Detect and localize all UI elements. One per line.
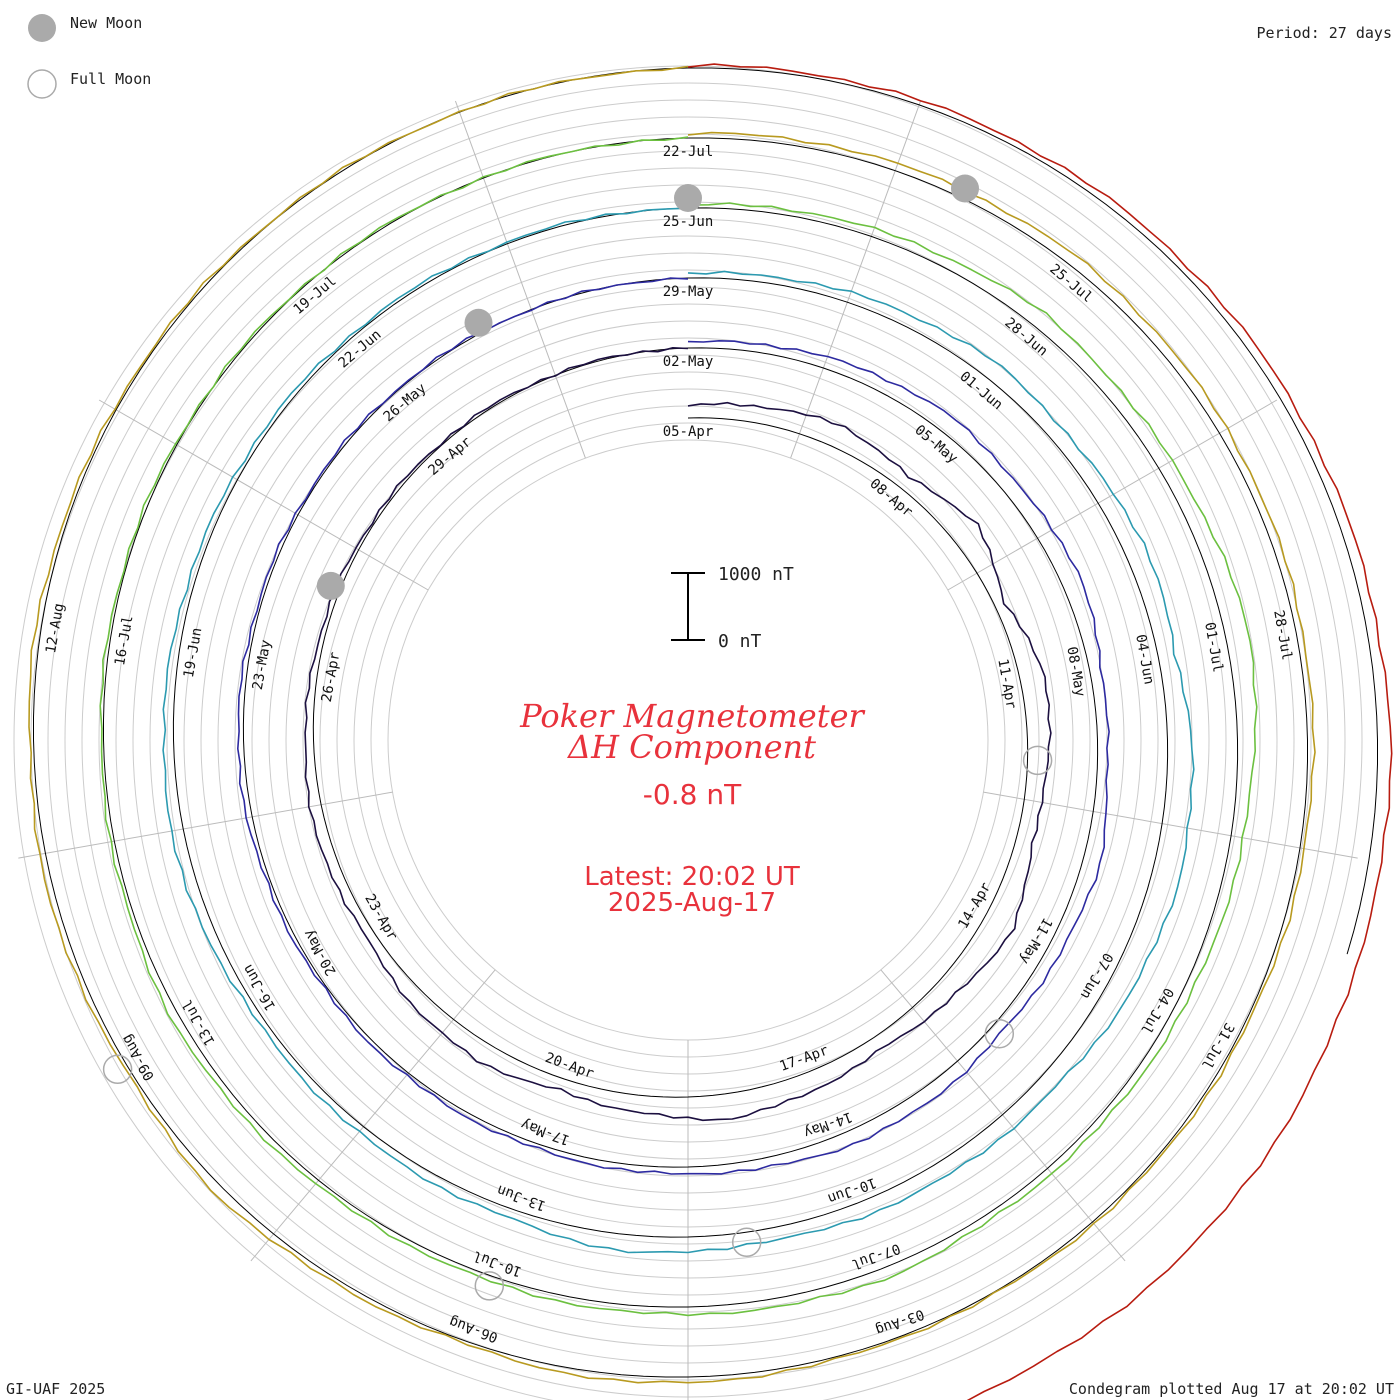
date-label: 23-May: [250, 639, 275, 692]
grid-radial: [454, 100, 586, 459]
date-label: 19-Jun: [181, 627, 206, 680]
latest-date: 2025-Aug-17: [608, 888, 776, 918]
date-label: 02-May: [663, 354, 714, 370]
date-label: 26-May: [380, 380, 429, 425]
title-line-2: ΔH Component: [566, 728, 816, 766]
date-label: 04-Jun: [1132, 633, 1157, 686]
latest-time: Latest: 20:02 UT: [584, 862, 800, 892]
latest-value: -0.8 nT: [643, 778, 742, 811]
trace-cycle-2: [237, 277, 1110, 1175]
date-label: 05-May: [911, 422, 960, 467]
date-label: 03-Aug: [873, 1306, 926, 1338]
date-label: 14-Apr: [955, 880, 994, 932]
grid-ring: [13, 65, 1363, 1400]
date-label: 06-Aug: [447, 1313, 500, 1345]
grid-radial: [98, 399, 429, 591]
grid-radial: [947, 399, 1278, 591]
cycle-baselines: [33, 67, 1378, 1378]
date-label: 28-Jul: [1270, 609, 1295, 662]
date-label: 08-Apr: [866, 476, 915, 521]
date-label: 11-May: [1016, 915, 1055, 967]
date-label: 16-Jul: [112, 614, 137, 667]
grid-radial: [880, 969, 1126, 1262]
trace-cycle-4: [99, 136, 1258, 1317]
grid-radial: [790, 100, 922, 459]
date-label: 25-Jul: [1046, 261, 1095, 306]
date-label: 12-Aug: [43, 602, 68, 655]
new-moon-legend-icon: [28, 14, 56, 42]
full-moon-marker: [1022, 745, 1053, 776]
new-moon-marker: [464, 308, 493, 337]
full-moon-marker: [102, 1054, 133, 1085]
trace-cycle-1: [304, 347, 1052, 1122]
footer-credit: GI-UAF 2025: [6, 1380, 105, 1398]
grid-radials: [18, 100, 1358, 1400]
new-moon-legend-label: New Moon: [70, 14, 142, 32]
date-label: 11-Apr: [994, 658, 1019, 711]
date-label: 05-Apr: [663, 424, 714, 440]
baseline-spiral: [33, 67, 1378, 1378]
date-label: 17-Apr: [777, 1043, 830, 1075]
full-moon-legend-label: Full Moon: [70, 70, 151, 88]
date-label: 01-Jul: [1201, 621, 1226, 674]
new-moon-marker: [316, 571, 345, 600]
data-traces: [28, 63, 1393, 1400]
grid-radial: [983, 791, 1358, 859]
trace-cycle-6: [687, 63, 1393, 1400]
new-moon-marker: [674, 184, 702, 212]
footer-plotted: Condegram plotted Aug 17 at 20:02 UT: [1069, 1380, 1394, 1398]
grid-radial: [18, 791, 393, 859]
trace-cycle-5: [28, 65, 1316, 1384]
new-moon-marker: [951, 174, 979, 203]
date-label: 07-Jun: [1077, 950, 1116, 1002]
date-label: 10-Jun: [825, 1174, 878, 1206]
date-label: 29-May: [663, 284, 714, 300]
full-moon-marker: [731, 1227, 762, 1258]
date-label: 25-Jun: [663, 214, 714, 230]
scale-top-label: 1000 nT: [718, 564, 794, 585]
date-label: 01-Jun: [956, 369, 1005, 414]
full-moon-marker: [984, 1018, 1015, 1049]
title-line-1: Poker Magnetometer: [519, 697, 865, 735]
date-label: 29-Apr: [425, 434, 474, 479]
trace-cycle-3: [162, 207, 1195, 1254]
date-label: 19-Jul: [290, 273, 339, 318]
grid-radial: [250, 969, 496, 1262]
date-label: 22-Jul: [663, 144, 714, 160]
moon-markers: [102, 174, 1053, 1301]
date-label: 04-Jul: [1137, 985, 1176, 1037]
period-label: Period: 27 days: [1257, 24, 1392, 42]
full-moon-legend-icon: [27, 69, 57, 99]
date-label: 17-May: [519, 1116, 572, 1148]
date-label: 20-May: [301, 926, 340, 978]
date-label: 20-Apr: [543, 1050, 596, 1082]
full-moon-marker: [474, 1271, 505, 1301]
scale-bottom-label: 0 nT: [718, 631, 762, 652]
date-label: 14-May: [801, 1108, 854, 1140]
